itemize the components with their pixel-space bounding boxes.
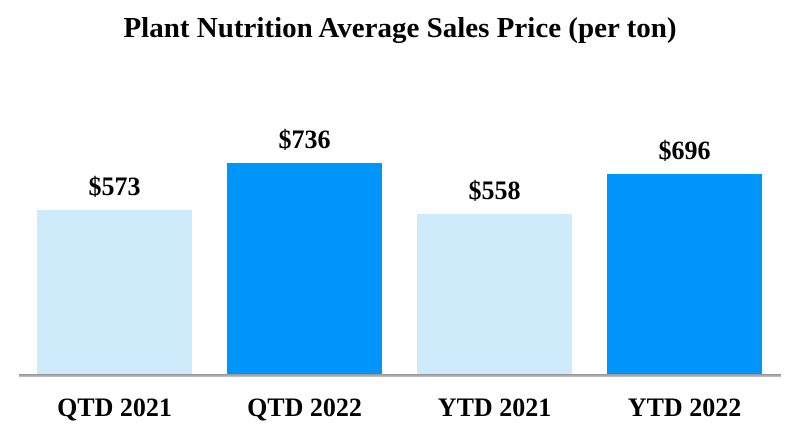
bar-ytd-2021: [417, 214, 572, 374]
bar-group-ytd-2021: $558: [417, 177, 572, 374]
bar-value-label-qtd-2022: $736: [278, 125, 331, 155]
x-axis-label-ytd-2022: YTD 2022: [627, 393, 742, 422]
bar-ytd-2022: [607, 174, 762, 374]
bar-value-label-qtd-2021: $573: [88, 172, 141, 202]
bar-group-ytd-2022: $696: [607, 137, 762, 374]
chart-title: Plant Nutrition Average Sales Price (per…: [123, 12, 677, 44]
bar-group-qtd-2021: $573: [37, 173, 192, 374]
bar-qtd-2022: [227, 163, 382, 374]
x-axis-label-ytd-2021: YTD 2021: [437, 393, 552, 422]
bar-value-label-ytd-2022: $696: [658, 136, 711, 166]
bar-group-qtd-2022: $736: [227, 126, 382, 374]
x-axis-label-qtd-2022: QTD 2022: [247, 393, 362, 422]
x-axis-line: [19, 374, 781, 377]
x-axis-label-qtd-2021: QTD 2021: [57, 393, 172, 422]
bar-value-label-ytd-2021: $558: [468, 176, 521, 206]
bar-qtd-2021: [37, 210, 192, 374]
